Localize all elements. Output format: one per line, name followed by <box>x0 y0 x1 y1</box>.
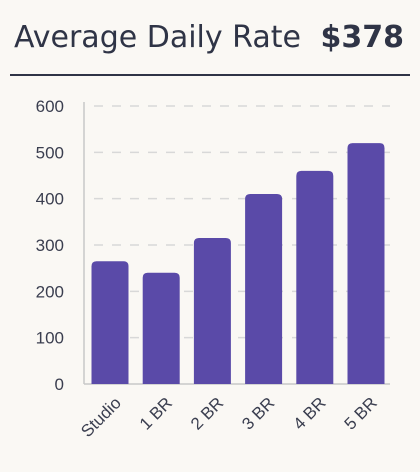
bar-1-br <box>142 272 180 384</box>
x-tick-label: Studio <box>77 393 125 441</box>
chart-title: Average Daily Rate <box>14 20 301 55</box>
bar-4-br <box>296 170 334 384</box>
bar-2-br <box>193 238 231 384</box>
y-tick-label: 300 <box>36 236 64 255</box>
y-tick-label: 0 <box>55 375 64 394</box>
y-tick-label: 400 <box>36 190 64 209</box>
bar-3-br <box>245 194 283 384</box>
x-tick-label: 2 BR <box>187 393 227 433</box>
y-tick-label: 600 <box>36 97 64 116</box>
x-tick-label: 5 BR <box>341 393 381 433</box>
bar-studio <box>91 261 129 384</box>
y-tick-label: 500 <box>36 143 64 162</box>
x-tick-label: 3 BR <box>238 393 278 433</box>
average-rate-value: $378 <box>320 20 405 55</box>
y-tick-label: 200 <box>36 282 64 301</box>
x-tick-label: 4 BR <box>289 393 329 433</box>
x-tick-label: 1 BR <box>136 393 176 433</box>
bar-5-br <box>347 143 385 384</box>
y-tick-label: 100 <box>36 329 64 348</box>
header: Average Daily Rate $378 <box>10 0 410 76</box>
